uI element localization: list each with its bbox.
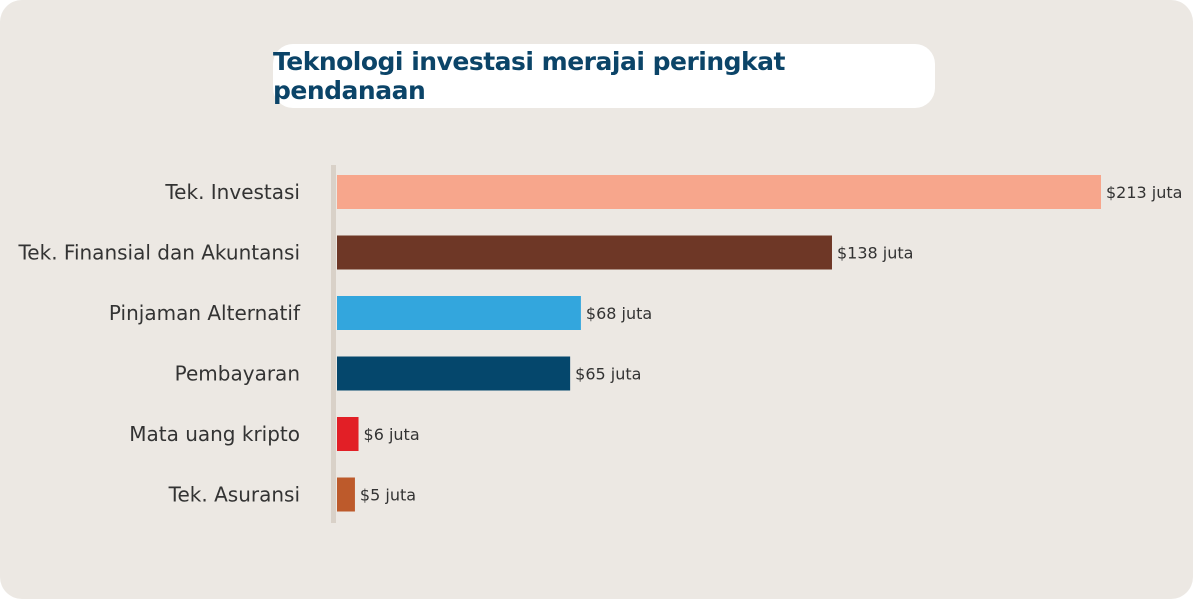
data-label: $138 juta — [837, 244, 913, 263]
data-label: $68 juta — [586, 304, 652, 323]
bar — [337, 477, 355, 512]
category-label: Pembayaran — [175, 362, 300, 386]
category-label: Pinjaman Alternatif — [109, 301, 301, 325]
category-label: Tek. Investasi — [164, 180, 300, 204]
bar — [337, 296, 581, 330]
category-label: Tek. Finansial dan Akuntansi — [17, 241, 300, 265]
bar — [337, 417, 359, 451]
category-label: Tek. Asuransi — [168, 483, 300, 507]
data-label: $6 juta — [364, 425, 420, 444]
bar — [337, 175, 1101, 209]
title-pill: Teknologi investasi merajai peringkat pe… — [273, 44, 935, 108]
bar — [337, 356, 571, 391]
data-label: $65 juta — [575, 365, 641, 384]
chart-title: Teknologi investasi merajai peringkat pe… — [273, 47, 785, 105]
category-label: Mata uang kripto — [129, 422, 300, 446]
axis-line — [331, 165, 336, 523]
data-label: $213 juta — [1106, 183, 1182, 202]
bar — [337, 235, 832, 270]
data-label: $5 juta — [360, 486, 416, 505]
